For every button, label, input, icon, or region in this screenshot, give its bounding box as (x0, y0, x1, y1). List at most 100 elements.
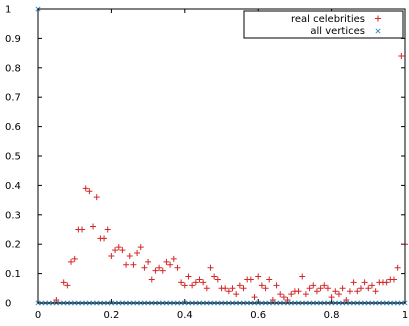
x-tick-label: 0.8 (324, 310, 340, 321)
point-real-celebrities (225, 288, 232, 295)
point-real-celebrities (130, 261, 137, 268)
y-tick-label: 0.2 (5, 240, 21, 251)
axis-ticks (37, 8, 406, 304)
legend-marker-cross (375, 28, 381, 34)
point-real-celebrities (368, 282, 375, 289)
point-real-celebrities (115, 244, 122, 251)
point-real-celebrities (255, 273, 262, 280)
y-tick-label: 0.4 (5, 181, 21, 192)
point-real-celebrities (200, 279, 207, 286)
point-real-celebrities (295, 288, 302, 295)
x-tick-label: 0 (35, 310, 41, 321)
point-real-celebrities (247, 276, 254, 283)
point-real-celebrities (60, 279, 67, 286)
point-real-celebrities (101, 235, 108, 242)
point-real-celebrities (203, 285, 210, 292)
legend: real celebrities all vertices (243, 10, 404, 39)
y-tick-label: 0.5 (5, 152, 21, 163)
point-real-celebrities (339, 285, 346, 292)
point-real-celebrities (181, 282, 188, 289)
y-tick-labels: 0 0.1 0.2 0.3 0.4 0.5 0.6 0.7 0.8 0.9 1 (5, 5, 21, 310)
point-real-celebrities (123, 261, 130, 268)
x-tick-label: 1 (402, 310, 408, 321)
y-tick-label: 0.3 (5, 210, 21, 221)
point-real-celebrities (280, 294, 287, 301)
point-real-celebrities (86, 188, 93, 195)
legend-label-real-celebrities: real celebrities (291, 14, 365, 25)
point-real-celebrities (152, 267, 159, 274)
legend-label-all-vertices: all vertices (310, 26, 365, 37)
point-real-celebrities (236, 282, 243, 289)
point-real-celebrities (321, 282, 328, 289)
point-real-celebrities (112, 247, 119, 254)
legend-marker-all-vertices (375, 28, 381, 34)
point-real-celebrities (350, 279, 357, 286)
point-real-celebrities (365, 285, 372, 292)
y-tick-label: 0.1 (5, 269, 21, 280)
point-real-celebrities (93, 194, 100, 201)
point-real-celebrities (145, 258, 152, 265)
point-real-celebrities (174, 264, 181, 271)
legend-box (243, 10, 404, 39)
point-real-celebrities (346, 288, 353, 295)
point-real-celebrities (134, 250, 141, 257)
point-real-celebrities (332, 288, 339, 295)
y-tick-label: 0.9 (5, 34, 21, 45)
legend-marker-plus (375, 15, 381, 22)
point-real-celebrities (126, 252, 133, 259)
point-real-celebrities (284, 297, 291, 304)
y-tick-label: 0.8 (5, 63, 21, 74)
point-real-celebrities (328, 294, 335, 301)
point-real-celebrities (357, 285, 364, 292)
y-tick-label: 0.7 (5, 93, 21, 104)
point-real-celebrities (53, 297, 60, 304)
point-real-celebrities (207, 264, 214, 271)
point-real-celebrities (335, 291, 342, 298)
plot-frame (37, 8, 406, 304)
point-real-celebrities (277, 291, 284, 298)
point-real-celebrities (273, 282, 280, 289)
point-real-celebrities (233, 291, 240, 298)
point-real-celebrities (79, 226, 86, 233)
point-real-celebrities (119, 247, 126, 254)
point-real-celebrities (178, 279, 185, 286)
point-real-celebrities (214, 276, 221, 283)
y-tick-label: 0.6 (5, 122, 21, 133)
point-real-celebrities (189, 282, 196, 289)
x-tick-label: 0.4 (177, 310, 193, 321)
point-real-celebrities (90, 223, 97, 230)
point-real-celebrities (159, 267, 166, 274)
point-real-celebrities (71, 255, 78, 262)
point-real-celebrities (156, 264, 163, 271)
x-tick-labels: 0 0.2 0.4 0.6 0.8 1 (35, 310, 408, 321)
point-real-celebrities (310, 282, 317, 289)
x-tick-label: 0.2 (103, 310, 119, 321)
x-tick-label: 0.6 (250, 310, 266, 321)
point-real-celebrities (398, 53, 405, 60)
point-real-celebrities (185, 273, 192, 280)
point-real-celebrities (383, 279, 390, 286)
point-real-celebrities (137, 244, 144, 251)
point-real-celebrities (148, 276, 155, 283)
point-real-celebrities (222, 285, 229, 292)
point-real-celebrities (288, 291, 295, 298)
point-real-celebrities (211, 273, 218, 280)
point-real-celebrities (108, 252, 115, 259)
series-real-celebrities (53, 53, 408, 304)
point-real-celebrities (266, 276, 273, 283)
point-real-celebrities (317, 285, 324, 292)
point-real-celebrities (163, 258, 170, 265)
point-real-celebrities (167, 261, 174, 268)
point-real-celebrities (390, 276, 397, 283)
point-real-celebrities (192, 279, 199, 286)
y-tick-label: 1 (5, 5, 11, 16)
point-real-celebrities (306, 285, 313, 292)
point-real-celebrities (240, 285, 247, 292)
legend-marker-real-celebrities (375, 15, 381, 22)
point-real-celebrities (269, 297, 276, 304)
point-real-celebrities (361, 279, 368, 286)
point-real-celebrities (343, 297, 350, 304)
point-real-celebrities (141, 264, 148, 271)
point-real-celebrities (313, 288, 320, 295)
